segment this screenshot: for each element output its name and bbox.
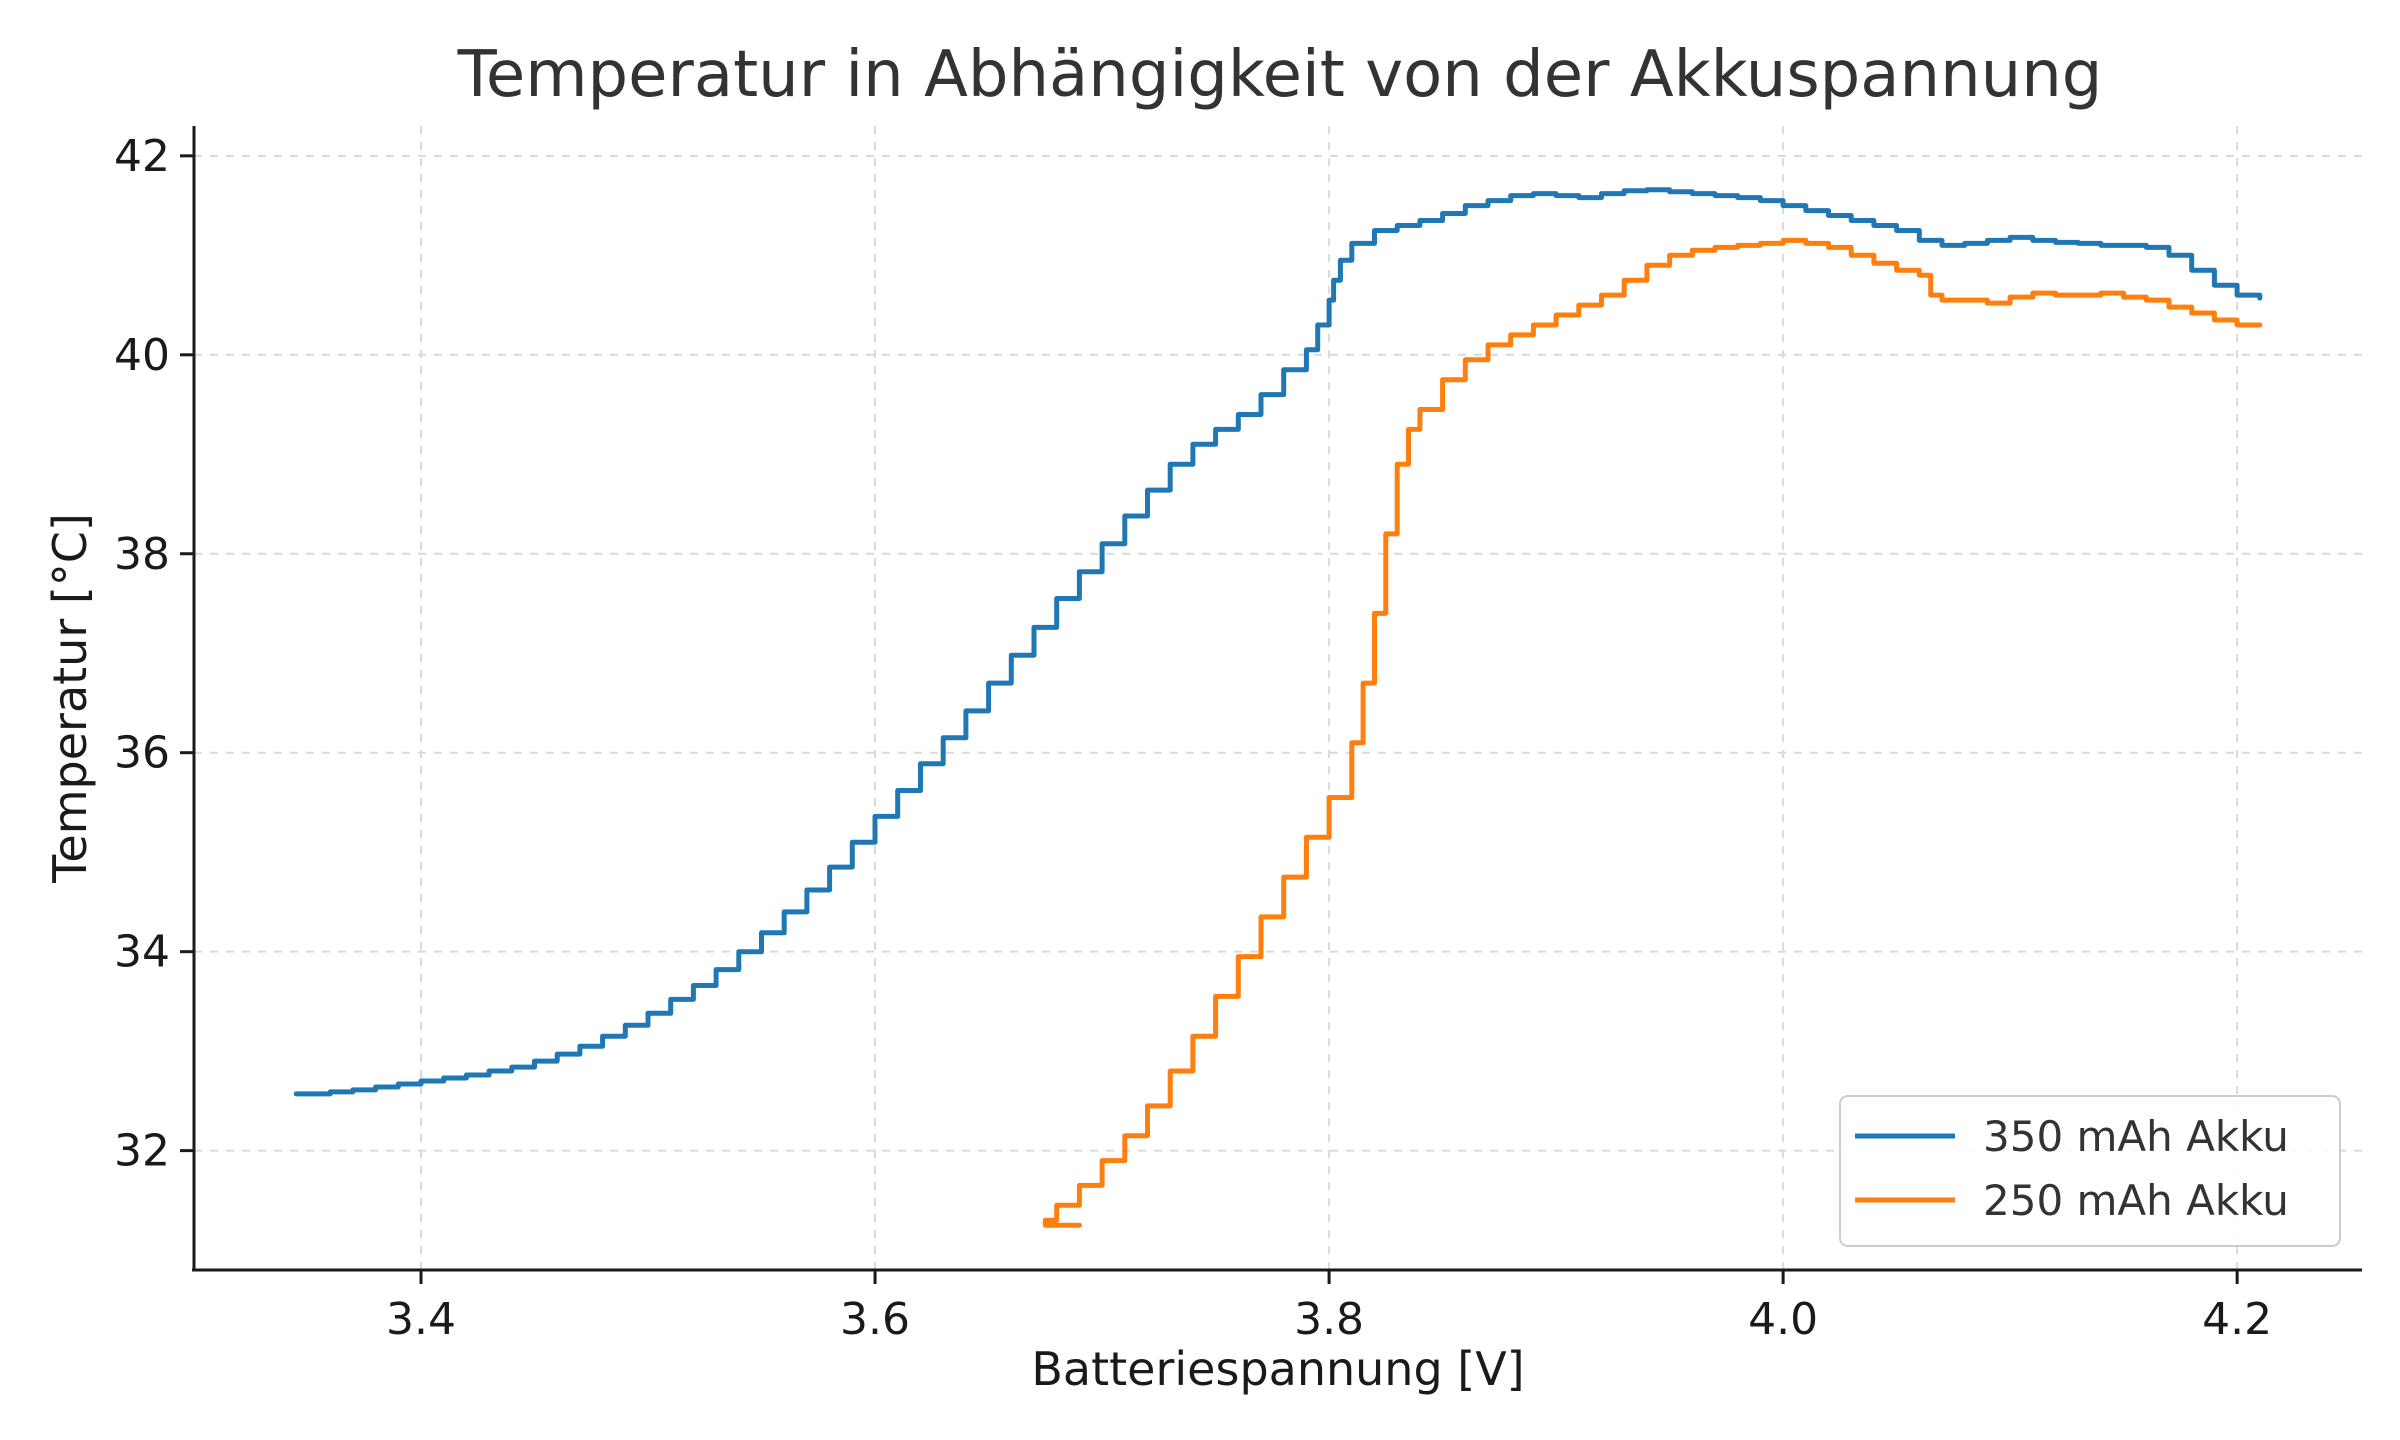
y-tick-label: 42 [114,131,170,182]
x-axis-label: Batteriespannung [V] [1031,1342,1524,1396]
x-tick-label: 3.4 [386,1294,456,1345]
legend-label-250: 250 mAh Akku [1983,1176,2289,1225]
x-tick-label: 4.2 [2202,1294,2272,1345]
series-line-250-mah [1042,237,2263,1228]
x-tick-label: 4.0 [1748,1294,1818,1345]
series-layer [293,187,2263,1228]
y-axis-label: Temperatur [°C] [43,513,97,884]
y-tick-label: 32 [114,1126,170,1177]
legend-box [1839,1095,2341,1247]
y-tick-label: 36 [114,728,170,779]
y-ticks: 32 34 36 38 40 42 [114,131,194,1177]
y-tick-label: 34 [114,927,170,978]
y-tick-label: 40 [114,330,170,381]
x-ticks: 3.4 3.6 3.8 4.0 4.2 [386,1270,2272,1345]
x-tick-label: 3.6 [840,1294,910,1345]
x-tick-label: 3.8 [1294,1294,1364,1345]
legend-label-350: 350 mAh Akku [1983,1112,2289,1161]
y-tick-label: 38 [114,529,170,580]
chart-title: Temperatur in Abhängigkeit von der Akkus… [457,38,2103,112]
series-line-350-mah [293,187,2263,1097]
legend: 350 mAh Akku 250 mAh Akku [1839,1095,2341,1247]
